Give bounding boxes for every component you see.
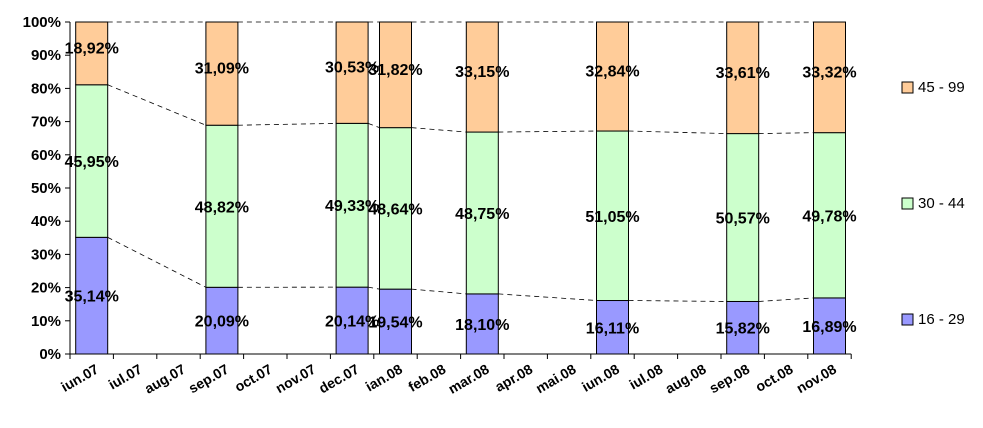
series-line <box>367 122 380 129</box>
y-tick-label: 40% <box>31 213 61 230</box>
bar-segment-16-29 <box>596 300 629 355</box>
legend-swatch <box>901 313 914 326</box>
data-label: 30,53% <box>325 60 379 77</box>
data-label: 18,10% <box>455 317 509 334</box>
data-label: 20,09% <box>195 314 249 331</box>
bar-segment-45-99 <box>205 21 239 126</box>
series-line <box>411 127 467 133</box>
y-tick-label: 60% <box>31 147 61 164</box>
series-line <box>237 122 337 126</box>
data-label: 15,82% <box>716 321 770 338</box>
series-line <box>628 300 727 302</box>
bar-segment-30-44 <box>465 131 499 295</box>
data-label: 35,14% <box>65 289 119 306</box>
data-label: 33,15% <box>455 64 509 81</box>
x-tick-label: mar.08 <box>445 361 492 397</box>
x-tick-label: sep.07 <box>186 361 232 397</box>
series-line <box>107 84 207 126</box>
bar-segment-45-99 <box>813 21 846 134</box>
data-label: 49,33% <box>325 198 379 215</box>
bar-segment-45-99 <box>465 21 499 133</box>
bar-segment-45-99 <box>596 21 629 132</box>
x-tick-label: mai.08 <box>533 361 579 397</box>
legend-label: 45 - 99 <box>918 79 965 96</box>
series-line <box>758 132 814 134</box>
bar-segment-16-29 <box>726 300 760 355</box>
bar-segment-16-29 <box>335 286 369 355</box>
data-label: 20,14% <box>325 314 379 331</box>
x-tick-label: nov.07 <box>273 361 319 397</box>
data-label: 18,92% <box>65 40 119 57</box>
legend-swatch <box>901 81 914 94</box>
bar-segment-30-44 <box>813 132 846 299</box>
bar-segment-16-29 <box>813 297 846 355</box>
series-line <box>498 130 597 133</box>
bar-segment-16-29 <box>75 236 109 355</box>
y-tick-label: 50% <box>31 180 61 197</box>
legend-label: 16 - 29 <box>918 311 965 328</box>
y-tick-label: 10% <box>31 313 61 330</box>
data-label: 51,05% <box>585 209 639 226</box>
data-label: 19,54% <box>368 315 422 332</box>
legend-swatch <box>901 197 914 210</box>
bar-segment-30-44 <box>75 84 109 238</box>
y-tick-label: 0% <box>39 346 61 363</box>
bar-segment-45-99 <box>379 21 412 129</box>
series-line <box>498 293 597 301</box>
data-label: 31,09% <box>195 61 249 78</box>
data-label: 33,32% <box>802 64 856 81</box>
x-tick-label: ian.08 <box>363 361 406 395</box>
x-tick-label: iul.07 <box>106 361 145 393</box>
y-tick-label: 90% <box>31 47 61 64</box>
data-label: 49,78% <box>802 208 856 225</box>
x-tick-label: iun.07 <box>58 361 101 395</box>
bar-segment-16-29 <box>205 286 239 355</box>
x-tick-label: sep.08 <box>706 361 752 397</box>
data-label: 48,82% <box>195 199 249 216</box>
x-tick-label: iul.08 <box>626 361 665 393</box>
x-tick-label: oct.08 <box>753 361 796 395</box>
bar-segment-45-99 <box>75 21 109 86</box>
data-label: 45,95% <box>65 154 119 171</box>
x-tick-label: aug.08 <box>662 361 709 397</box>
data-label: 31,82% <box>368 62 422 79</box>
x-tick-label: aug.07 <box>142 361 189 397</box>
bar-segment-45-99 <box>335 21 369 124</box>
x-tick-label: iun.08 <box>579 361 622 395</box>
series-line <box>411 288 467 295</box>
series-line <box>368 286 380 290</box>
series-line <box>628 130 727 134</box>
series-line <box>107 236 207 288</box>
y-tick-label: 70% <box>31 114 61 131</box>
y-tick-label: 100% <box>23 14 61 31</box>
bar-segment-45-99 <box>726 21 760 135</box>
data-label: 33,61% <box>716 65 770 82</box>
x-tick-label: nov.08 <box>793 361 839 397</box>
legend-label: 30 - 44 <box>918 195 965 212</box>
data-label: 32,84% <box>585 64 639 81</box>
x-tick-label: oct.07 <box>232 361 275 395</box>
data-label: 16,89% <box>802 319 856 336</box>
data-label: 16,11% <box>586 320 639 337</box>
series-line <box>758 297 814 302</box>
x-tick-label: dec.07 <box>316 361 362 397</box>
x-tick-label: feb.08 <box>405 361 448 395</box>
data-label: 48,75% <box>455 206 509 223</box>
y-tick-label: 80% <box>31 80 61 97</box>
y-tick-label: 20% <box>31 280 61 297</box>
bar-segment-30-44 <box>335 122 369 288</box>
data-label: 48,64% <box>368 201 422 218</box>
data-label: 50,57% <box>716 211 770 228</box>
y-tick-label: 30% <box>31 246 61 263</box>
x-tick-label: apr.08 <box>492 361 535 395</box>
